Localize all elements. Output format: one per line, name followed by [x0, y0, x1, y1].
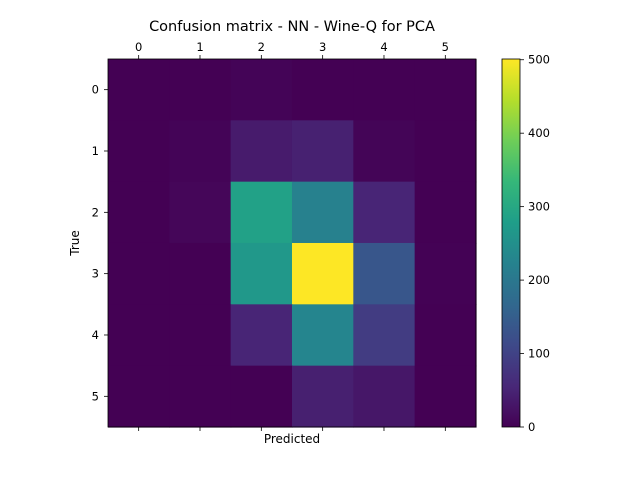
y-axis-ticks: 0 1 2 3 4 5 [92, 83, 108, 403]
colorbar-tick-label: 0 [528, 420, 535, 434]
heatmap-cell-3-2 [230, 242, 293, 305]
x-axis-label: Predicted [264, 432, 320, 446]
y-tick-label: 2 [92, 205, 99, 219]
heatmap-cell-1-5 [414, 120, 477, 183]
x-tick-label: 5 [442, 40, 449, 54]
heatmap-cell-5-5 [414, 365, 477, 428]
heatmap-cell-2-2 [230, 181, 293, 244]
heatmap-cell-0-0 [108, 59, 170, 121]
heatmap-cell-4-3 [291, 304, 354, 367]
x-tick-label: 4 [380, 40, 387, 54]
y-tick-label: 3 [92, 267, 99, 281]
heatmap-cell-5-4 [353, 365, 416, 428]
colorbar-tick-label: 400 [528, 126, 550, 140]
heatmap-cell-0-3 [291, 59, 354, 121]
heatmap-cell-0-4 [353, 59, 416, 121]
heatmap-cell-2-1 [169, 181, 232, 244]
heatmap-cell-3-3 [291, 242, 354, 305]
colorbar-tick-label: 500 [528, 53, 550, 67]
y-tick-label: 4 [92, 328, 99, 342]
x-tick-label: 3 [319, 40, 326, 54]
heatmap-cell-3-4 [353, 242, 416, 305]
chart-title: Confusion matrix - NN - Wine-Q for PCA [149, 19, 435, 35]
heatmap-frame [107, 58, 477, 428]
colorbar-tick-label: 200 [528, 273, 550, 287]
plot-frame [107, 58, 477, 428]
heatmap-cell-4-2 [230, 304, 293, 367]
y-axis-label: True [68, 230, 82, 257]
heatmap-cell-4-1 [169, 304, 232, 367]
heatmap-cell-1-4 [353, 120, 416, 183]
heatmap-cell-1-2 [230, 120, 293, 183]
heatmap-cell-4-0 [108, 304, 170, 367]
heatmap-cell-1-3 [291, 120, 354, 183]
heatmap-cell-5-0 [108, 365, 170, 428]
colorbar-tick-label: 300 [528, 200, 550, 214]
heatmap-cell-1-0 [108, 120, 170, 183]
heatmap-cell-3-0 [108, 242, 170, 305]
colorbar-ticks: 0 100 200 300 400 500 [520, 53, 550, 434]
heatmap-cell-3-5 [414, 242, 477, 305]
heatmap-cell-2-4 [353, 181, 416, 244]
heatmap-cells [108, 59, 477, 428]
heatmap-cell-2-3 [291, 181, 354, 244]
heatmap-cell-2-5 [414, 181, 477, 244]
heatmap-cell-2-0 [108, 181, 170, 244]
heatmap-cell-3-1 [169, 242, 232, 305]
heatmap-cell-5-3 [291, 365, 354, 428]
heatmap-cell-5-2 [230, 365, 293, 428]
heatmap-cell-1-1 [169, 120, 232, 183]
y-tick-label: 1 [92, 144, 99, 158]
x-tick-label: 0 [135, 40, 142, 54]
x-axis-ticks: 0 1 2 3 4 5 [135, 40, 449, 431]
heatmap-cell-4-4 [353, 304, 416, 367]
heatmap-cell-0-5 [414, 59, 477, 121]
x-tick-label: 2 [258, 40, 265, 54]
colorbar-tick-label: 100 [528, 347, 550, 361]
y-tick-label: 0 [92, 83, 99, 97]
heatmap-cell-0-1 [169, 59, 232, 121]
x-tick-label: 1 [196, 40, 203, 54]
colorbar [501, 58, 521, 428]
y-tick-label: 5 [92, 389, 99, 403]
heatmap-cell-0-2 [230, 59, 293, 121]
heatmap-cell-4-5 [414, 304, 477, 367]
heatmap-cell-5-1 [169, 365, 232, 428]
